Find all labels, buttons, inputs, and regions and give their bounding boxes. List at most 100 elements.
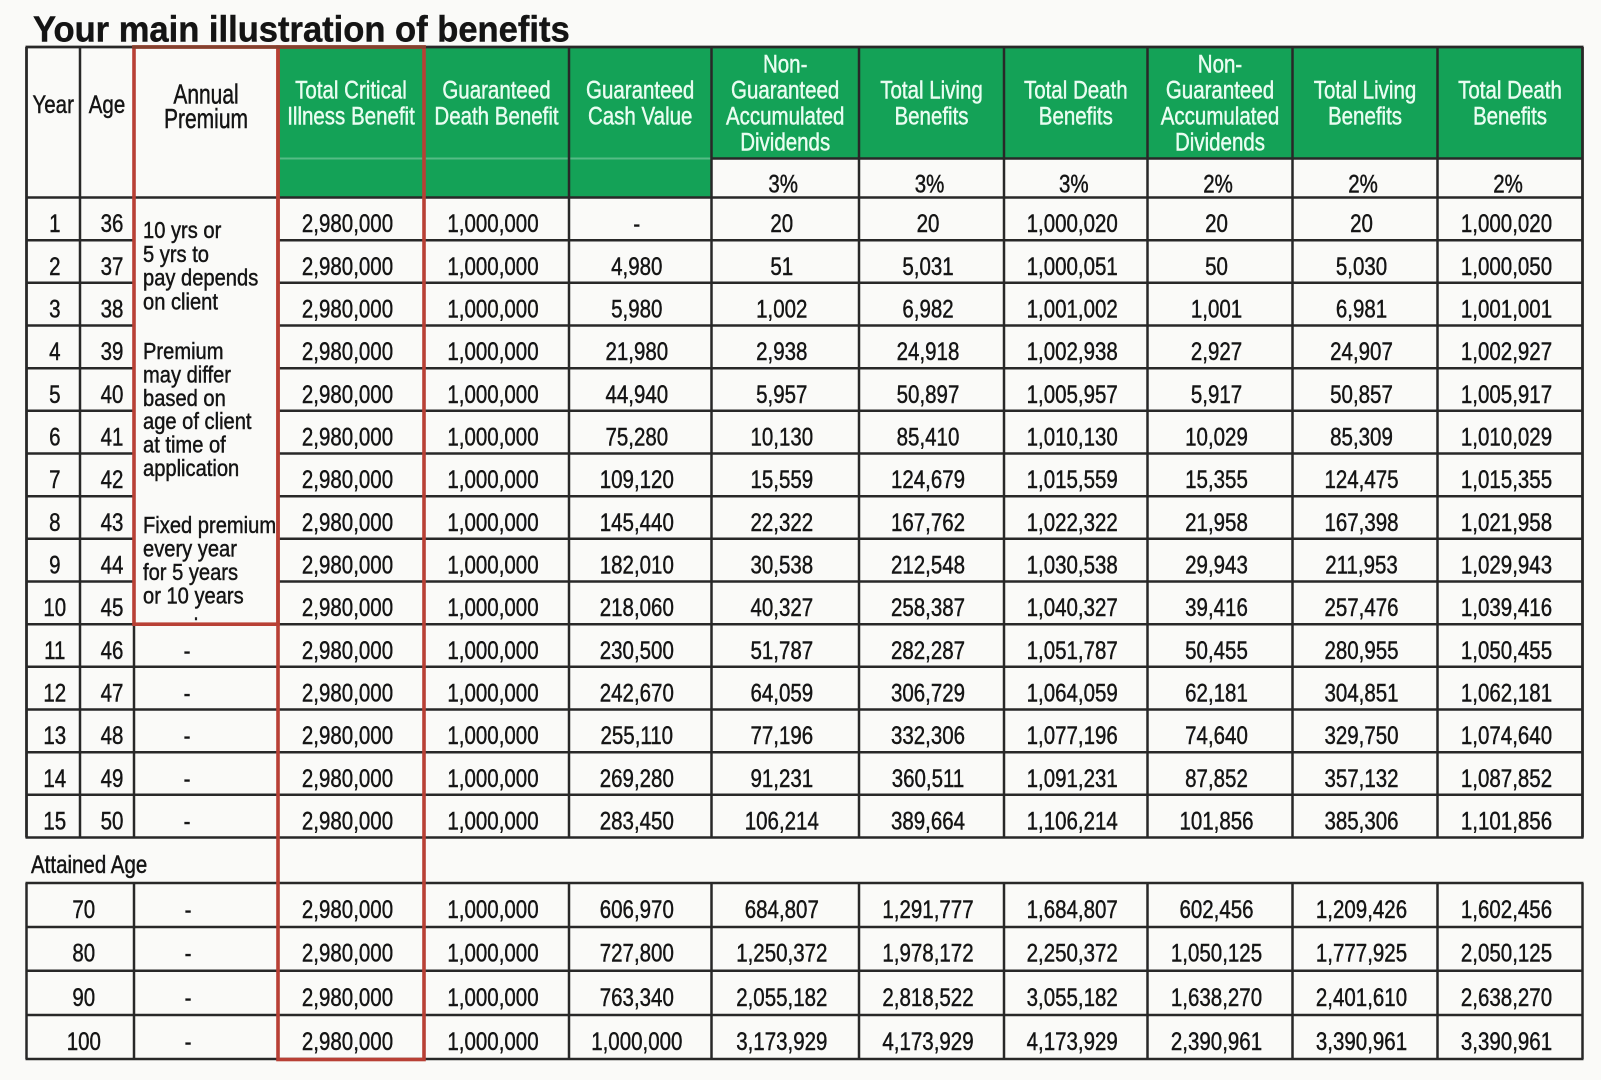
svg-text:20: 20 bbox=[770, 209, 793, 237]
svg-text:3%: 3% bbox=[768, 170, 798, 198]
svg-text:2%: 2% bbox=[1493, 170, 1523, 198]
svg-text:Guaranteed: Guaranteed bbox=[586, 75, 694, 103]
svg-text:2,050,125: 2,050,125 bbox=[1461, 939, 1552, 967]
svg-text:1,039,416: 1,039,416 bbox=[1461, 593, 1552, 621]
svg-text:167,762: 167,762 bbox=[891, 508, 965, 536]
svg-text:109,120: 109,120 bbox=[600, 465, 674, 493]
svg-text:Total Living: Total Living bbox=[880, 75, 983, 103]
svg-text:85,309: 85,309 bbox=[1330, 423, 1393, 451]
svg-text:20: 20 bbox=[1350, 209, 1373, 237]
svg-text:91,231: 91,231 bbox=[750, 764, 813, 792]
svg-text:2,980,000: 2,980,000 bbox=[302, 593, 393, 621]
svg-text:763,340: 763,340 bbox=[600, 983, 674, 1011]
svg-text:Total Living: Total Living bbox=[1314, 75, 1417, 103]
svg-text:at time of: at time of bbox=[143, 431, 227, 458]
svg-text:2: 2 bbox=[49, 252, 60, 280]
svg-text:2,980,000: 2,980,000 bbox=[302, 252, 393, 280]
svg-text:15,559: 15,559 bbox=[750, 465, 813, 493]
svg-text:684,807: 684,807 bbox=[745, 895, 819, 923]
svg-text:62,181: 62,181 bbox=[1185, 679, 1248, 707]
svg-text:22,322: 22,322 bbox=[750, 508, 813, 536]
svg-text:Accumulated: Accumulated bbox=[726, 101, 845, 129]
svg-text:Age: Age bbox=[89, 90, 125, 118]
svg-text:13: 13 bbox=[43, 721, 66, 749]
svg-text:1,002,938: 1,002,938 bbox=[1027, 337, 1118, 365]
svg-text:64,059: 64,059 bbox=[750, 679, 813, 707]
svg-text:50,857: 50,857 bbox=[1330, 380, 1393, 408]
svg-text:2,055,182: 2,055,182 bbox=[736, 983, 827, 1011]
svg-text:5,031: 5,031 bbox=[902, 252, 953, 280]
svg-text:1,001,001: 1,001,001 bbox=[1461, 295, 1552, 323]
svg-text:-: - bbox=[185, 983, 192, 1011]
svg-text:1,000,000: 1,000,000 bbox=[447, 721, 538, 749]
svg-text:2,980,000: 2,980,000 bbox=[302, 209, 393, 237]
svg-text:3,055,182: 3,055,182 bbox=[1027, 983, 1118, 1011]
svg-text:2,980,000: 2,980,000 bbox=[302, 337, 393, 365]
svg-text:1,000,000: 1,000,000 bbox=[447, 636, 538, 664]
svg-text:2,250,372: 2,250,372 bbox=[1027, 939, 1118, 967]
svg-text:306,729: 306,729 bbox=[891, 679, 965, 707]
svg-text:1,250,372: 1,250,372 bbox=[736, 939, 827, 967]
svg-text:1,000,000: 1,000,000 bbox=[447, 465, 538, 493]
svg-text:5,957: 5,957 bbox=[756, 380, 807, 408]
svg-text:2,980,000: 2,980,000 bbox=[302, 721, 393, 749]
svg-text:5 yrs to: 5 yrs to bbox=[143, 241, 209, 268]
svg-text:49: 49 bbox=[101, 764, 124, 792]
svg-text:15: 15 bbox=[43, 807, 66, 835]
svg-text:5,030: 5,030 bbox=[1336, 252, 1387, 280]
svg-text:3,173,929: 3,173,929 bbox=[736, 1027, 827, 1055]
svg-text:Guaranteed: Guaranteed bbox=[1166, 75, 1274, 103]
svg-text:5: 5 bbox=[49, 380, 60, 408]
svg-text:-: - bbox=[184, 807, 191, 835]
svg-text:2,980,000: 2,980,000 bbox=[302, 939, 393, 967]
svg-text:4: 4 bbox=[49, 337, 61, 365]
svg-text:1,001: 1,001 bbox=[1191, 295, 1242, 323]
svg-text:1,010,130: 1,010,130 bbox=[1027, 423, 1118, 451]
svg-text:-: - bbox=[184, 679, 191, 707]
svg-text:360,511: 360,511 bbox=[892, 764, 965, 792]
svg-text:1,000,000: 1,000,000 bbox=[447, 252, 538, 280]
svg-text:-: - bbox=[185, 939, 192, 967]
svg-text:30,538: 30,538 bbox=[750, 551, 813, 579]
svg-text:6,981: 6,981 bbox=[1336, 295, 1387, 323]
svg-text:87,852: 87,852 bbox=[1185, 764, 1248, 792]
svg-text:1,000,000: 1,000,000 bbox=[447, 895, 538, 923]
svg-text:2,980,000: 2,980,000 bbox=[302, 895, 393, 923]
svg-text:4,173,929: 4,173,929 bbox=[882, 1027, 973, 1055]
svg-text:3,390,961: 3,390,961 bbox=[1316, 1027, 1407, 1055]
svg-text:20: 20 bbox=[917, 209, 940, 237]
svg-text:2,980,000: 2,980,000 bbox=[302, 679, 393, 707]
svg-text:5,980: 5,980 bbox=[611, 295, 662, 323]
svg-text:Benefits: Benefits bbox=[1328, 101, 1402, 129]
svg-text:21,958: 21,958 bbox=[1185, 508, 1248, 536]
svg-text:2%: 2% bbox=[1348, 170, 1378, 198]
svg-text:389,664: 389,664 bbox=[891, 807, 965, 835]
svg-text:606,970: 606,970 bbox=[600, 895, 674, 923]
svg-text:Premium: Premium bbox=[143, 338, 224, 365]
svg-text:51: 51 bbox=[770, 252, 793, 280]
svg-text:8: 8 bbox=[49, 508, 60, 536]
svg-text:1,000,000: 1,000,000 bbox=[591, 1027, 682, 1055]
svg-text:2,390,961: 2,390,961 bbox=[1171, 1027, 1262, 1055]
svg-text:304,851: 304,851 bbox=[1324, 679, 1398, 707]
svg-text:50,455: 50,455 bbox=[1185, 636, 1248, 664]
svg-text:1,000,000: 1,000,000 bbox=[447, 983, 538, 1011]
svg-text:1,684,807: 1,684,807 bbox=[1027, 895, 1118, 923]
svg-text:727,800: 727,800 bbox=[600, 939, 674, 967]
svg-text:1,000,000: 1,000,000 bbox=[447, 508, 538, 536]
svg-text:36: 36 bbox=[101, 209, 124, 237]
svg-text:1,000,000: 1,000,000 bbox=[447, 593, 538, 621]
svg-text:-: - bbox=[184, 636, 191, 664]
svg-text:1,000,000: 1,000,000 bbox=[447, 764, 538, 792]
svg-text:106,214: 106,214 bbox=[745, 807, 819, 835]
svg-text:Illness Benefit: Illness Benefit bbox=[287, 101, 415, 129]
svg-text:101,856: 101,856 bbox=[1179, 807, 1253, 835]
svg-text:211,953: 211,953 bbox=[1325, 551, 1398, 579]
svg-text:50,897: 50,897 bbox=[897, 380, 960, 408]
svg-text:90: 90 bbox=[72, 983, 95, 1011]
svg-text:39: 39 bbox=[101, 337, 124, 365]
svg-text:50: 50 bbox=[101, 807, 124, 835]
svg-text:Guaranteed: Guaranteed bbox=[442, 75, 550, 103]
svg-text:283,450: 283,450 bbox=[600, 807, 674, 835]
svg-text:1,000,000: 1,000,000 bbox=[447, 551, 538, 579]
